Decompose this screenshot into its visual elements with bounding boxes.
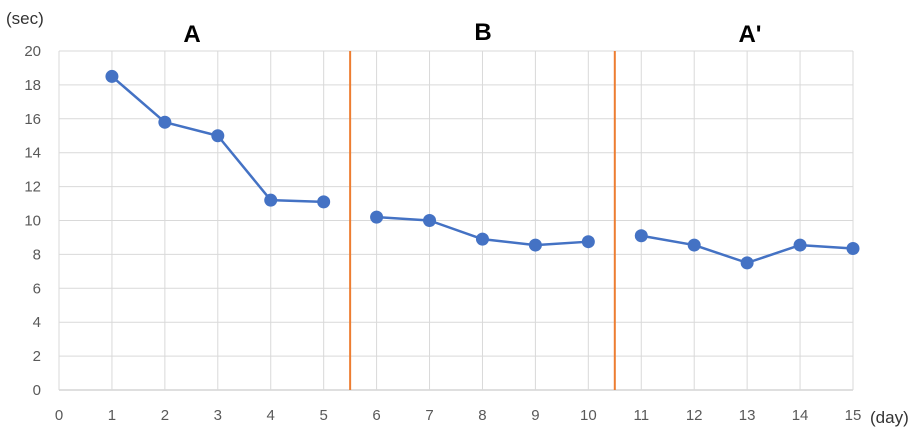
- data-point: [687, 238, 701, 252]
- x-tick-label: 10: [580, 407, 597, 424]
- x-tick-label: 12: [686, 407, 703, 424]
- series: [105, 69, 860, 270]
- x-tick-label: 9: [531, 407, 539, 424]
- data-point: [581, 235, 595, 249]
- data-point: [264, 193, 278, 207]
- y-tick-label: 20: [24, 43, 41, 60]
- y-tick-label: 4: [33, 314, 41, 331]
- data-point: [211, 129, 225, 143]
- data-point: [740, 256, 754, 270]
- y-tick-label: 0: [33, 382, 41, 399]
- data-point: [634, 229, 648, 243]
- x-tick-label: 5: [319, 407, 327, 424]
- phase-dividers: [349, 51, 616, 390]
- x-tick-label: 1: [108, 407, 116, 424]
- data-point: [475, 232, 489, 246]
- x-tick-label: 7: [425, 407, 433, 424]
- y-tick-label: 6: [33, 280, 41, 297]
- data-point: [158, 115, 172, 129]
- phase-label-b: B: [474, 19, 491, 46]
- x-tick-label: 6: [372, 407, 380, 424]
- data-point: [105, 69, 119, 83]
- x-tick-label: 4: [267, 407, 275, 424]
- data-point: [846, 241, 860, 255]
- y-tick-label: 12: [24, 179, 41, 196]
- y-tick-label: 8: [33, 246, 41, 263]
- y-tick-label: 18: [24, 77, 41, 94]
- y-axis-label: (sec): [6, 9, 44, 28]
- x-tick-label: 8: [478, 407, 486, 424]
- phase-label-a: A: [183, 21, 200, 48]
- x-tick-label: 3: [214, 407, 222, 424]
- data-point: [317, 195, 331, 209]
- grid: [58, 50, 854, 391]
- phase-label-a-prime: A': [738, 21, 761, 48]
- data-point: [370, 210, 384, 224]
- x-tick-label: 2: [161, 407, 169, 424]
- data-point: [793, 238, 807, 252]
- data-point: [423, 214, 437, 227]
- x-axis-label: (day): [870, 408, 909, 427]
- x-tick-label: 14: [792, 407, 809, 424]
- data-point: [528, 238, 542, 252]
- x-tick-label: 13: [739, 407, 756, 424]
- y-tick-label: 10: [24, 213, 41, 230]
- y-tick-label: 16: [24, 111, 41, 128]
- y-tick-label: 2: [33, 348, 41, 365]
- x-tick-label: 0: [55, 407, 63, 424]
- x-tick-label: 11: [633, 407, 649, 424]
- x-tick-label: 15: [845, 407, 862, 424]
- y-tick-label: 14: [24, 145, 41, 162]
